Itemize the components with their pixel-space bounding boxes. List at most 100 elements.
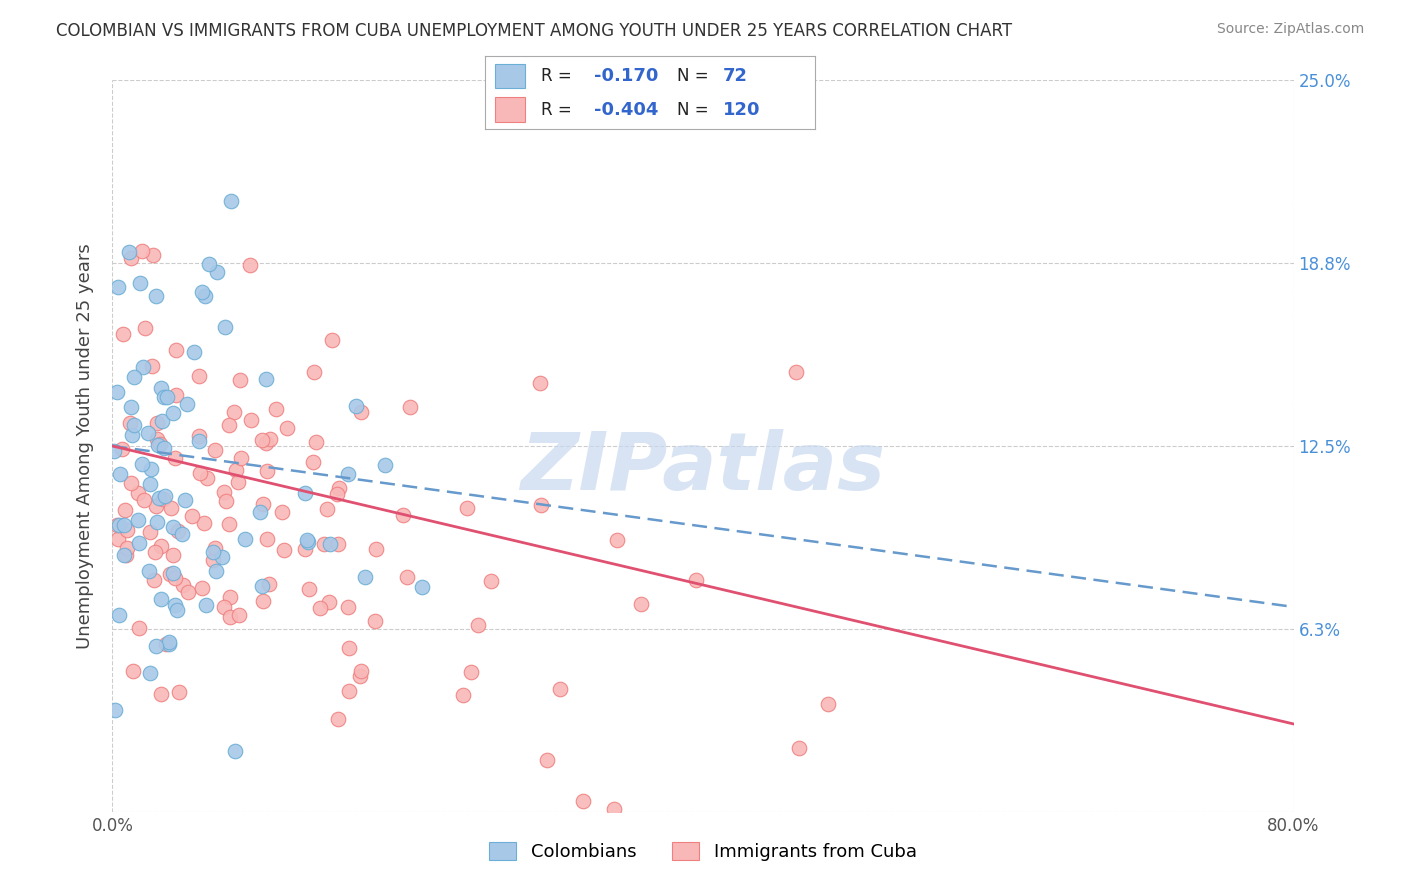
Point (122, 369, 145, 384)
Point (205, 265, 228, 279)
Point (162, 566, 184, 580)
Point (118, 416, 141, 430)
Text: R =: R = (541, 67, 578, 85)
Point (572, 794, 595, 808)
Point (145, 432, 167, 446)
Point (195, 471, 218, 485)
Point (146, 515, 169, 529)
Point (294, 542, 316, 557)
Point (148, 491, 170, 505)
Point (254, 436, 277, 450)
Point (145, 640, 167, 654)
Point (363, 615, 385, 629)
Point (107, 607, 129, 622)
Point (224, 743, 246, 757)
Point (204, 442, 226, 457)
Point (456, 501, 478, 516)
Point (218, 418, 240, 433)
Point (111, 326, 134, 341)
Point (305, 435, 328, 450)
Point (139, 524, 162, 539)
Point (115, 523, 138, 537)
Point (170, 527, 193, 541)
Point (606, 533, 628, 548)
Point (273, 543, 295, 558)
Point (229, 373, 252, 387)
Point (467, 618, 489, 632)
Point (218, 516, 240, 531)
Point (142, 248, 165, 262)
Point (198, 257, 221, 271)
Text: -0.170: -0.170 (595, 67, 658, 85)
FancyBboxPatch shape (495, 97, 524, 122)
Point (212, 485, 235, 500)
Point (162, 519, 184, 533)
Point (318, 595, 340, 609)
Point (536, 753, 558, 767)
Point (218, 590, 240, 604)
Point (249, 505, 271, 519)
Point (145, 499, 167, 513)
Point (105, 518, 128, 533)
Point (328, 712, 350, 726)
Point (270, 505, 292, 519)
Point (392, 508, 415, 522)
Point (259, 432, 281, 446)
Point (314, 537, 336, 551)
Point (364, 542, 387, 557)
Point (191, 285, 214, 299)
Point (155, 636, 177, 650)
Point (141, 461, 163, 475)
Text: N =: N = (676, 101, 714, 119)
Point (129, 276, 152, 290)
Point (167, 684, 190, 698)
Point (350, 404, 373, 418)
Point (115, 541, 138, 556)
Point (112, 518, 135, 533)
Point (111, 442, 134, 456)
Point (256, 533, 278, 547)
Point (187, 369, 209, 384)
Point (150, 414, 173, 428)
Point (108, 518, 131, 533)
Point (630, 597, 652, 611)
Point (302, 365, 325, 379)
Point (326, 487, 349, 501)
Point (174, 492, 197, 507)
Point (254, 372, 277, 386)
Point (188, 466, 211, 480)
Point (152, 491, 174, 506)
Point (187, 429, 209, 443)
Point (131, 244, 153, 259)
Point (226, 475, 249, 490)
Text: -0.404: -0.404 (595, 101, 658, 119)
Point (252, 594, 274, 608)
Point (219, 610, 242, 624)
Point (145, 289, 167, 303)
Text: N =: N = (676, 67, 714, 85)
Point (328, 481, 350, 495)
Point (136, 425, 159, 440)
Point (451, 689, 474, 703)
Point (165, 450, 187, 465)
Point (107, 280, 129, 294)
Point (315, 501, 337, 516)
Point (132, 359, 155, 374)
FancyBboxPatch shape (495, 63, 524, 88)
Point (350, 664, 373, 678)
Point (222, 405, 245, 419)
Point (120, 400, 142, 414)
Point (121, 665, 143, 679)
Point (146, 438, 169, 452)
Point (817, 697, 839, 711)
Point (150, 381, 173, 395)
Point (374, 458, 396, 472)
Point (204, 541, 226, 555)
Point (157, 634, 180, 648)
Point (214, 319, 236, 334)
Point (176, 397, 198, 411)
Point (107, 532, 129, 546)
Point (337, 683, 360, 698)
Point (114, 502, 136, 516)
Point (153, 489, 176, 503)
